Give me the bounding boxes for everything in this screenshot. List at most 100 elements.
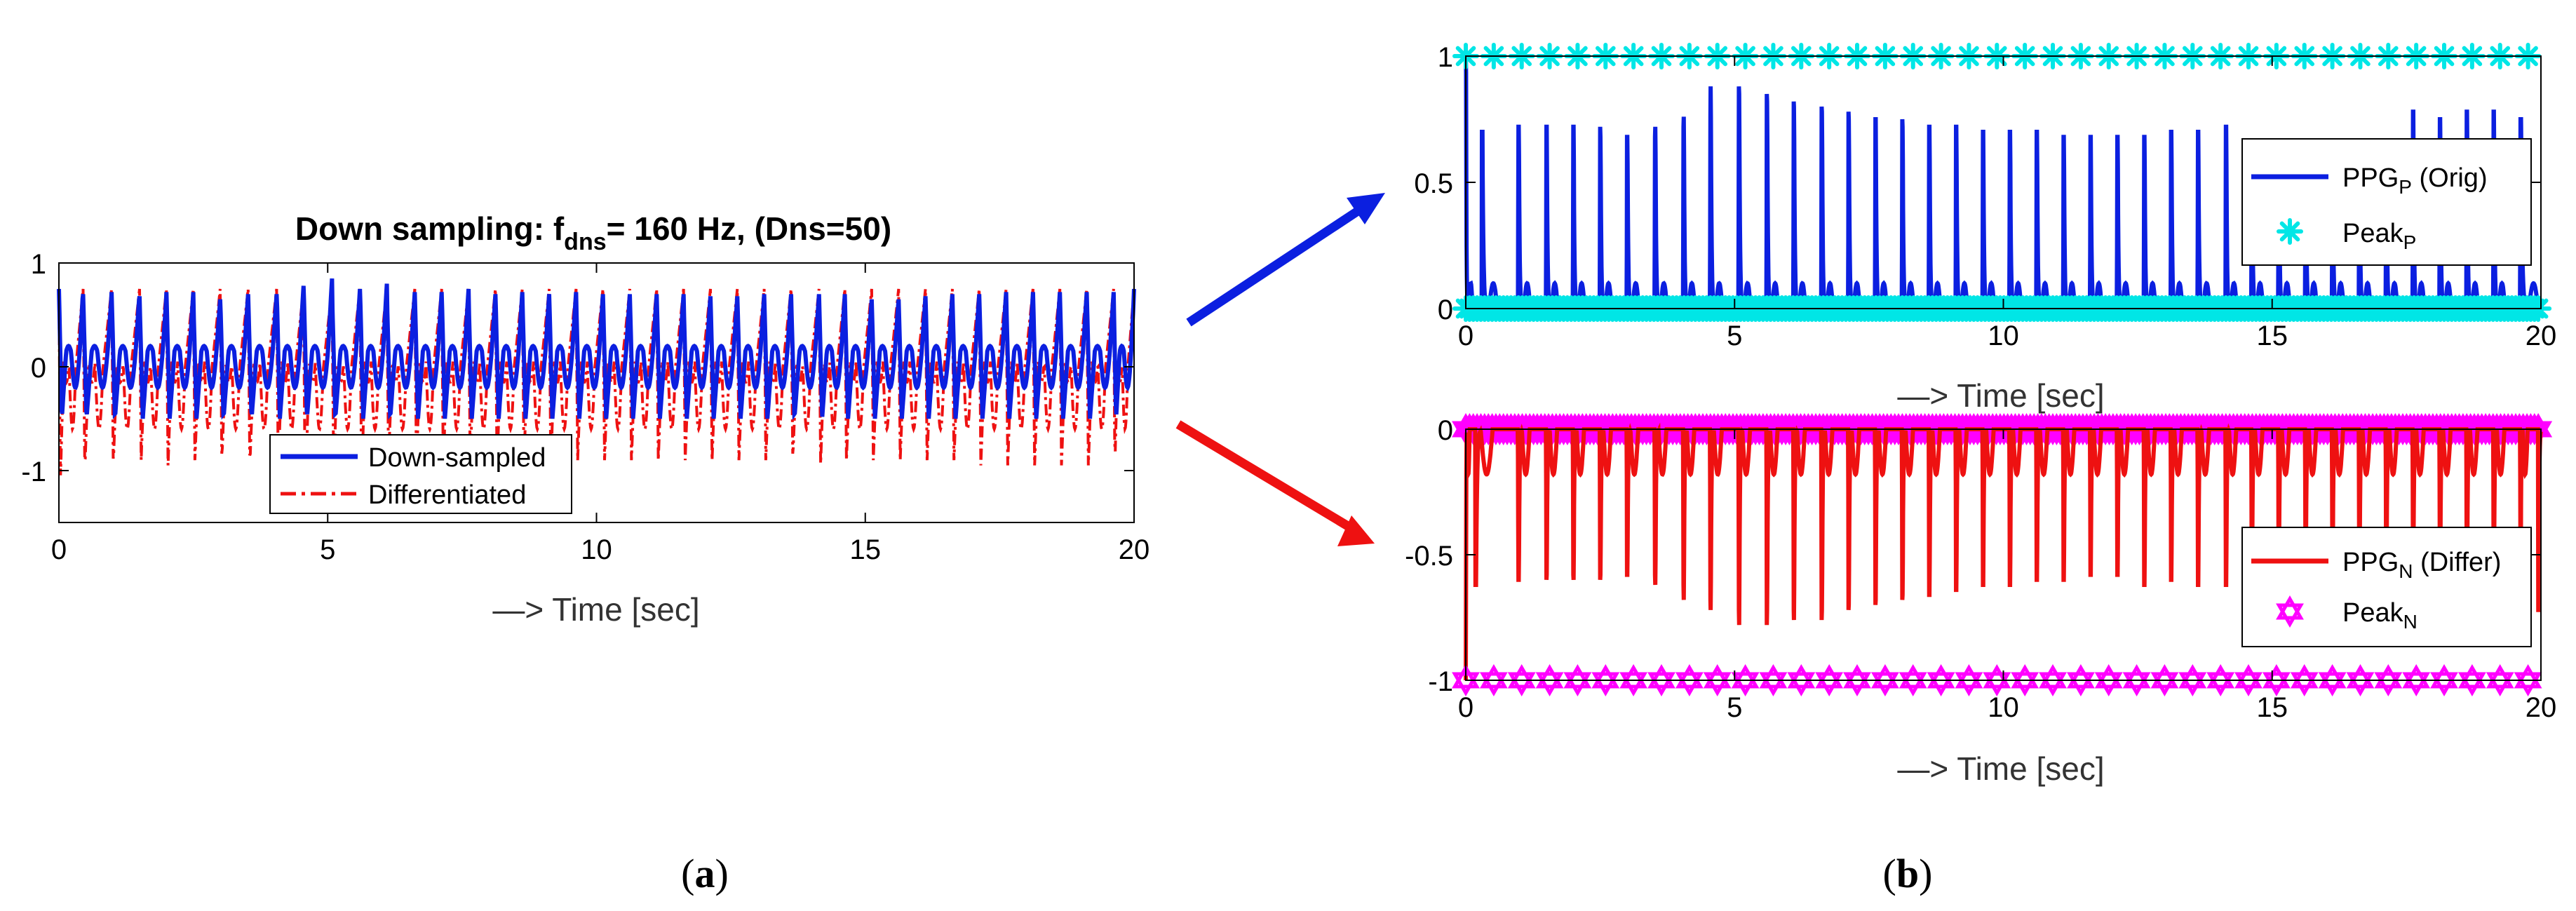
peak-n-marker-bottom: [2457, 664, 2486, 696]
y-tick-label: -1: [1428, 666, 1453, 697]
hexagram-triangle-down: [2457, 672, 2486, 696]
hexagram-triangle-up: [2262, 664, 2291, 689]
hexagram-triangle-down: [2276, 603, 2304, 628]
hexagram-triangle-down: [1535, 672, 1564, 696]
x-tick-label: 20: [2526, 692, 2557, 723]
hexagram-triangle-up: [2318, 664, 2347, 689]
hexagram-triangle-down: [2011, 672, 2039, 697]
y-tick-label: 0: [31, 353, 46, 384]
peak-n-marker-bottom: [1591, 664, 1620, 696]
hexagram-triangle-down: [2402, 672, 2431, 696]
hexagram-triangle-up: [2011, 663, 2039, 689]
hexagram-triangle-up: [1675, 664, 1704, 689]
x-tick-label: 15: [850, 534, 882, 565]
peak-n-marker-bottom: [2402, 664, 2431, 696]
peak-n-marker-bottom: [1507, 664, 1536, 696]
peak-n-marker-bottom: [2290, 663, 2319, 697]
hexagram-triangle-up: [2346, 663, 2375, 689]
hexagram-triangle-up: [1452, 664, 1480, 689]
hexagram-triangle-down: [1563, 672, 1592, 696]
panel-a-plot-area: [57, 278, 1136, 490]
x-tick-label: 15: [2257, 692, 2288, 723]
peak-n-marker-bottom: [2234, 664, 2263, 696]
hexagram-triangle-down: [2514, 672, 2542, 696]
hexagram-triangle-down: [2094, 672, 2123, 696]
peak-n-marker-bottom: [2206, 664, 2235, 696]
hexagram-triangle-down: [1507, 672, 1536, 696]
legend-label-ppg-n: PPGN (Differ): [2342, 548, 2501, 582]
x-tick-label: 5: [320, 534, 335, 565]
hexagram-triangle-down: [2290, 672, 2319, 697]
hexagram-triangle-down: [1815, 672, 1844, 697]
hexagram-triangle-up: [2374, 664, 2403, 689]
hexagram-triangle-down: [2430, 672, 2458, 696]
panel-a-chart: Down sampling: fdns= 160 Hz, (Dns=50) 0 5…: [21, 210, 1149, 628]
hexagram-triangle-up: [2150, 663, 2179, 689]
arrow-to-positive: [1186, 193, 1385, 327]
peak-n-marker-bottom: [1647, 664, 1675, 696]
panel-a-legend-box: [269, 434, 572, 514]
legend-swatch-peak-n: [2276, 595, 2304, 628]
peak-n-marker-bottom: [1870, 664, 1899, 696]
hexagram-triangle-up: [2402, 664, 2431, 689]
panel-a-legend: Down-sampled Differentiated: [269, 434, 572, 514]
peak-n-marker-bottom: [2486, 663, 2514, 697]
hexagram-triangle-down: [2374, 672, 2403, 696]
panel-label-b: (b): [1883, 851, 1933, 896]
hexagram-triangle-down: [1899, 672, 1927, 696]
hexagram-triangle-up: [1927, 664, 1955, 689]
hexagram-triangle-down: [2524, 421, 2553, 445]
peak-n-marker-bottom: [2122, 664, 2151, 696]
hexagram-triangle-down: [2122, 672, 2151, 696]
panel-b-bottom-ticks: 0 5 10 15 20 -1 -0.5 0: [1405, 415, 2556, 723]
x-tick-label: 15: [2257, 320, 2288, 351]
x-tick-label: 10: [1988, 692, 2019, 723]
x-tick-label: 0: [1458, 320, 1474, 351]
hexagram-triangle-up: [1703, 664, 1732, 689]
hexagram-triangle-down: [2318, 672, 2347, 696]
series-differentiated: [58, 288, 1135, 490]
hexagram-triangle-up: [2122, 664, 2151, 689]
legend-label-differentiated: Differentiated: [368, 480, 526, 510]
hexagram-triangle-up: [1591, 664, 1620, 689]
y-tick-label: -0.5: [1405, 541, 1453, 572]
hexagram-triangle-up: [1955, 663, 1983, 689]
peak-n-marker-bottom: [1955, 663, 1983, 697]
x-tick-label: 0: [1458, 692, 1474, 723]
peak-n-marker-bottom: [2094, 664, 2123, 696]
peak-n-marker-bottom: [1899, 664, 1927, 696]
y-tick-label: 0: [1438, 295, 1453, 325]
panel-b-top-chart: 0 5 10 15 20 0 0.5 1 —> Time [sec] PPGP (Orig) …: [1414, 42, 2556, 414]
hexagram-triangle-up: [1619, 663, 1648, 689]
peak-n-marker-bottom: [1731, 664, 1760, 696]
hexagram-triangle-up: [2178, 664, 2207, 689]
peak-n-marker-bottom: [2262, 664, 2291, 696]
peak-n-marker-bottom: [1843, 664, 1871, 696]
hexagram-triangle-up: [1815, 663, 1844, 689]
panel-a-xlabel: —> Time [sec]: [492, 591, 699, 628]
panel-b-bottom-legend: PPGN (Differ) PeakN: [2241, 527, 2532, 647]
hexagram-triangle-up: [1870, 664, 1899, 689]
peak-n-marker-bottom: [2066, 664, 2095, 696]
legend-peak-n-hexagram: [2276, 595, 2304, 628]
hexagram-triangle-down: [1731, 672, 1760, 696]
peak-n-marker-bottom: [2514, 664, 2542, 696]
peak-n-marker-bottom: [1927, 664, 1955, 696]
peak-n-marker-bottom: [1759, 664, 1788, 696]
hexagram-triangle-up: [1563, 664, 1592, 689]
hexagram-triangle-down: [1703, 672, 1732, 696]
peak-n-marker-bottom: [1479, 663, 1508, 697]
peak-n-marker-bottom: [2039, 664, 2067, 696]
hexagram-triangle-down: [1675, 672, 1704, 696]
hexagram-triangle-down: [1759, 672, 1788, 696]
y-tick-label: 0: [1438, 415, 1453, 446]
peak-n-marker-bottom: [1703, 664, 1732, 696]
panel-a-title: Down sampling: fdns= 160 Hz, (Dns=50): [295, 210, 891, 255]
hexagram-triangle-up: [2206, 664, 2235, 689]
hexagram-triangle-up: [1983, 664, 2011, 689]
hexagram-triangle-up: [1507, 664, 1536, 689]
hexagram-triangle-up: [2234, 664, 2263, 689]
hexagram-triangle-down: [1843, 672, 1871, 696]
legend-label-ppg-p: PPGP (Orig): [2342, 163, 2488, 198]
hexagram-triangle-up: [2486, 663, 2514, 689]
